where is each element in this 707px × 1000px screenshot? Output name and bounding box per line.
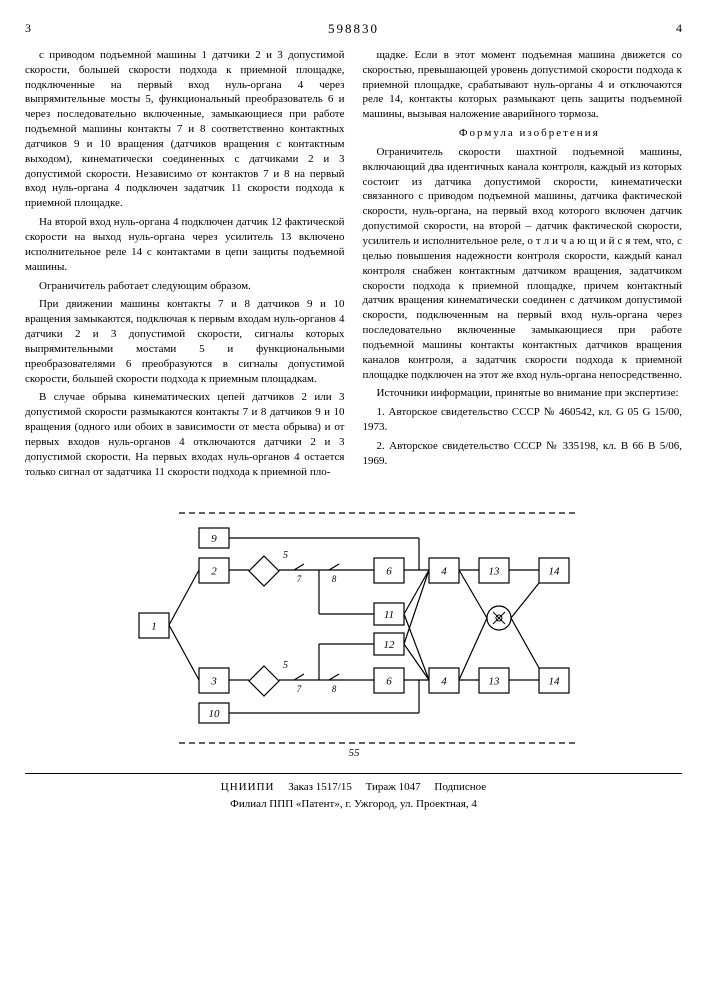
right-column: щадке. Если в этот момент подъемная маши… bbox=[363, 48, 683, 484]
svg-text:1: 1 bbox=[151, 621, 157, 633]
svg-text:5: 5 bbox=[283, 660, 288, 671]
svg-text:12: 12 bbox=[383, 639, 395, 651]
svg-text:7: 7 bbox=[296, 684, 301, 694]
para: На второй вход нуль-органа 4 подключен д… bbox=[25, 215, 345, 274]
circuit-diagram: 123910556611124413131414787855 bbox=[25, 498, 682, 758]
svg-text:13: 13 bbox=[488, 676, 500, 688]
page-header: 3 598830 4 bbox=[25, 20, 682, 38]
svg-text:10: 10 bbox=[208, 708, 220, 720]
document-number: 598830 bbox=[328, 20, 379, 38]
svg-text:6: 6 bbox=[386, 676, 392, 688]
page-number-left: 3 bbox=[25, 20, 31, 36]
svg-text:4: 4 bbox=[441, 566, 447, 578]
diagram-svg: 123910556611124413131414787855 bbox=[119, 498, 589, 758]
footer-line-2: Филиал ППП «Патент», г. Ужгород, ул. Про… bbox=[25, 797, 682, 812]
svg-text:14: 14 bbox=[548, 676, 560, 688]
para: щадке. Если в этот момент подъемная маши… bbox=[363, 48, 683, 122]
para: Источники информации, принятые во вниман… bbox=[363, 386, 683, 401]
page-number-right: 4 bbox=[676, 20, 682, 36]
svg-text:11: 11 bbox=[383, 609, 393, 621]
footer-line-1: ЦНИИПИ Заказ 1517/15 Тираж 1047 Подписно… bbox=[25, 780, 682, 795]
svg-text:2: 2 bbox=[211, 566, 217, 578]
svg-text:3: 3 bbox=[210, 676, 217, 688]
para: При движении машины контакты 7 и 8 датчи… bbox=[25, 297, 345, 386]
svg-text:55: 55 bbox=[348, 747, 360, 758]
order-num: Заказ 1517/15 bbox=[288, 781, 352, 793]
svg-text:8: 8 bbox=[331, 574, 336, 584]
para: В случае обрыва кинематических цепей дат… bbox=[25, 390, 345, 479]
page-footer: ЦНИИПИ Заказ 1517/15 Тираж 1047 Подписно… bbox=[25, 773, 682, 812]
formula-title: Формула изобретения bbox=[363, 126, 683, 141]
para: с приводом подъемной машины 1 датчики 2 … bbox=[25, 48, 345, 211]
svg-text:5: 5 bbox=[283, 550, 288, 561]
svg-text:9: 9 bbox=[211, 533, 217, 545]
svg-text:8: 8 bbox=[331, 684, 336, 694]
para: 1. Авторское свидетельство СССР № 460542… bbox=[363, 405, 683, 435]
para: Ограничитель скорости шахтной подъемной … bbox=[363, 145, 683, 383]
publisher: ЦНИИПИ bbox=[221, 781, 275, 793]
circulation: Тираж 1047 bbox=[366, 781, 421, 793]
svg-text:13: 13 bbox=[488, 566, 500, 578]
left-column: с приводом подъемной машины 1 датчики 2 … bbox=[25, 48, 345, 484]
svg-text:6: 6 bbox=[386, 566, 392, 578]
svg-text:4: 4 bbox=[441, 676, 447, 688]
subscription: Подписное bbox=[434, 781, 486, 793]
svg-text:14: 14 bbox=[548, 566, 560, 578]
para: 2. Авторское свидетельство СССР № 335198… bbox=[363, 439, 683, 469]
para: Ограничитель работает следующим образом. bbox=[25, 279, 345, 294]
svg-text:7: 7 bbox=[296, 574, 301, 584]
text-columns: с приводом подъемной машины 1 датчики 2 … bbox=[25, 48, 682, 484]
